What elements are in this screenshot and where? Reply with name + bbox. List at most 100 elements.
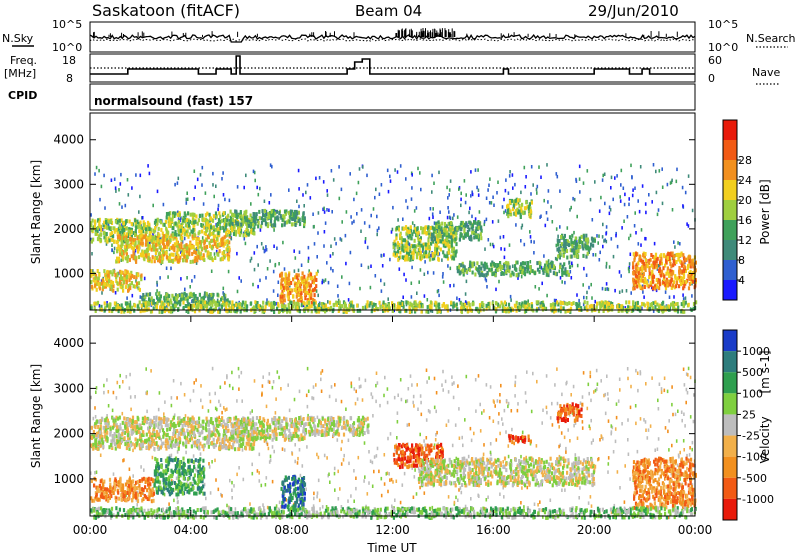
- heatmap-cell: [388, 306, 391, 311]
- heatmap-cell: [297, 273, 300, 278]
- heatmap-cell: [429, 207, 432, 211]
- heatmap-cell: [469, 206, 471, 211]
- heatmap-cell: [287, 277, 290, 281]
- heatmap-cell: [261, 209, 264, 214]
- heatmap-cell: [568, 260, 571, 265]
- heatmap-cell: [398, 233, 402, 238]
- heatmap-cell: [226, 218, 229, 223]
- heatmap-cell: [409, 249, 412, 254]
- heatmap-cell: [432, 271, 435, 275]
- heatmap-cell: [660, 253, 663, 258]
- heatmap-cell: [115, 240, 119, 245]
- heatmap-cell: [146, 258, 150, 263]
- heatmap-cell: [165, 237, 168, 242]
- heatmap-cell: [187, 309, 190, 314]
- heatmap-cell: [525, 200, 528, 205]
- heatmap-cell: [114, 291, 117, 295]
- heatmap-cell: [312, 297, 315, 302]
- heatmap-cell: [132, 249, 135, 254]
- heatmap-cell: [254, 300, 257, 305]
- heatmap-cell: [554, 271, 557, 276]
- heatmap-cell: [115, 259, 118, 264]
- heatmap-cell: [189, 398, 192, 403]
- heatmap-cell: [166, 241, 169, 246]
- heatmap-cell: [633, 224, 636, 228]
- heatmap-cell: [305, 393, 308, 398]
- heatmap-cell: [135, 173, 137, 177]
- heatmap-cell: [668, 295, 671, 299]
- heatmap-cell: [187, 234, 190, 239]
- heatmap-cell: [687, 286, 691, 291]
- heatmap-cell: [218, 302, 221, 307]
- heatmap-cell: [152, 300, 155, 305]
- heatmap-cell: [673, 240, 675, 244]
- heatmap-cell: [433, 237, 436, 242]
- heatmap-cell: [143, 298, 146, 303]
- heatmap-cell: [564, 309, 567, 314]
- heatmap-cell: [421, 245, 425, 250]
- heatmap-cell: [666, 305, 669, 310]
- heatmap-cell: [521, 261, 524, 266]
- heatmap-cell: [256, 301, 259, 305]
- heatmap-cell: [178, 224, 181, 229]
- heatmap-cell: [409, 228, 412, 233]
- heatmap-cell: [503, 308, 506, 313]
- heatmap-cell: [557, 234, 559, 239]
- heatmap-cell: [432, 207, 434, 211]
- heatmap-cell: [366, 300, 369, 305]
- heatmap-cell: [461, 261, 464, 266]
- heatmap-cell: [152, 243, 155, 248]
- heatmap-cell: [459, 270, 462, 275]
- heatmap-cell: [102, 223, 105, 227]
- heatmap-cell: [446, 254, 449, 259]
- heatmap-cell: [425, 436, 428, 440]
- heatmap-cell: [90, 223, 93, 228]
- heatmap-cell: [223, 222, 226, 227]
- heatmap-cell: [571, 244, 574, 249]
- heatmap-cell: [236, 306, 239, 311]
- heatmap-cell: [417, 303, 420, 308]
- heatmap-cell: [126, 240, 129, 245]
- heatmap-cell: [643, 261, 646, 266]
- heatmap-cell: [546, 217, 549, 221]
- heatmap-cell: [516, 207, 519, 212]
- heatmap-cell: [471, 192, 474, 197]
- heatmap-cell: [216, 233, 219, 238]
- heatmap-cell: [507, 214, 510, 219]
- heatmap-cell: [501, 308, 504, 313]
- heatmap-cell: [290, 288, 293, 293]
- heatmap-cell: [258, 209, 261, 214]
- heatmap-cell: [162, 202, 165, 207]
- heatmap-cell: [284, 279, 287, 284]
- heatmap-cell: [644, 420, 647, 424]
- heatmap-cell: [514, 198, 517, 203]
- noise-sky-label: N.Sky: [2, 32, 34, 45]
- heatmap-cell: [690, 259, 693, 264]
- heatmap-cell: [226, 239, 229, 244]
- heatmap-cell: [240, 214, 243, 219]
- heatmap-cell: [209, 309, 212, 314]
- heatmap-cell: [247, 223, 250, 228]
- heatmap-cell: [340, 238, 343, 242]
- heatmap-cell: [252, 212, 255, 216]
- heatmap-cell: [490, 267, 493, 272]
- heatmap-cell: [530, 307, 533, 312]
- heatmap-cell: [294, 256, 297, 260]
- heatmap-cell: [424, 250, 427, 255]
- heatmap-cell: [672, 283, 675, 288]
- heatmap-cell: [235, 303, 238, 308]
- heatmap-cell: [592, 243, 595, 248]
- heatmap-cell: [686, 266, 689, 271]
- heatmap-cell: [645, 210, 647, 215]
- heatmap-cell: [103, 281, 106, 286]
- heatmap-cell: [638, 283, 641, 288]
- heatmap-cell: [135, 279, 137, 283]
- heatmap-cell: [118, 280, 122, 285]
- heatmap-cell: [459, 232, 462, 237]
- heatmap-cell: [123, 228, 126, 232]
- heatmap-cell: [193, 259, 196, 264]
- heatmap-cell: [483, 273, 486, 278]
- heatmap-cell: [121, 306, 124, 311]
- heatmap-cell: [668, 256, 671, 261]
- heatmap-cell: [449, 240, 452, 245]
